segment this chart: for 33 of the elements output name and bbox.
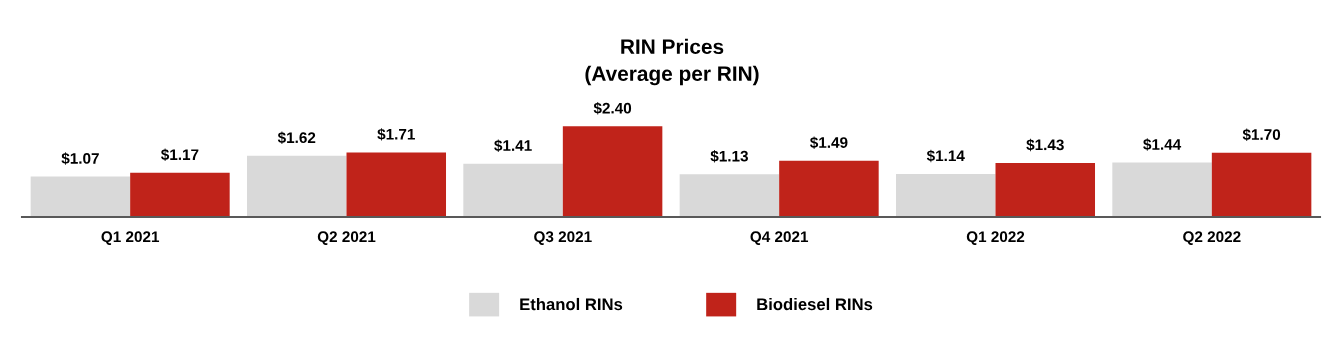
x-tick-label: Q1 2021 xyxy=(101,231,160,245)
bar xyxy=(30,176,131,217)
bar xyxy=(995,162,1096,217)
bar xyxy=(246,155,347,217)
x-tick-label: Q2 2021 xyxy=(317,231,376,245)
legend-label: Ethanol RINs xyxy=(520,297,623,311)
bar xyxy=(1211,152,1312,217)
data-label: $2.40 xyxy=(593,102,632,115)
data-label: $1.43 xyxy=(1026,138,1064,152)
x-tick-label: Q1 2022 xyxy=(966,231,1025,245)
bar xyxy=(130,172,230,217)
bar xyxy=(463,163,563,217)
data-label: $1.41 xyxy=(494,139,532,152)
data-label: $1.62 xyxy=(277,131,316,145)
x-tick-label: Q3 2021 xyxy=(534,231,592,245)
bar xyxy=(1112,162,1212,217)
data-label: $1.14 xyxy=(926,149,965,163)
data-label: $1.70 xyxy=(1242,128,1281,141)
data-label: $1.17 xyxy=(161,148,199,162)
x-tick-label: Q4 2021 xyxy=(750,231,809,245)
chart-title: RIN Prices (Average per RIN) xyxy=(585,38,759,86)
data-label: $1.07 xyxy=(61,152,99,165)
data-label: $1.49 xyxy=(810,136,848,149)
data-label: $1.44 xyxy=(1143,138,1182,151)
data-label: $1.71 xyxy=(377,128,415,141)
legend-label: Biodiesel RINs xyxy=(757,297,873,311)
x-tick-label: Q2 2022 xyxy=(1183,231,1241,245)
data-label: $1.13 xyxy=(710,150,748,163)
bar xyxy=(895,173,996,217)
bar xyxy=(779,160,879,217)
bar xyxy=(346,152,447,217)
bar xyxy=(679,174,780,217)
bar xyxy=(562,126,663,217)
